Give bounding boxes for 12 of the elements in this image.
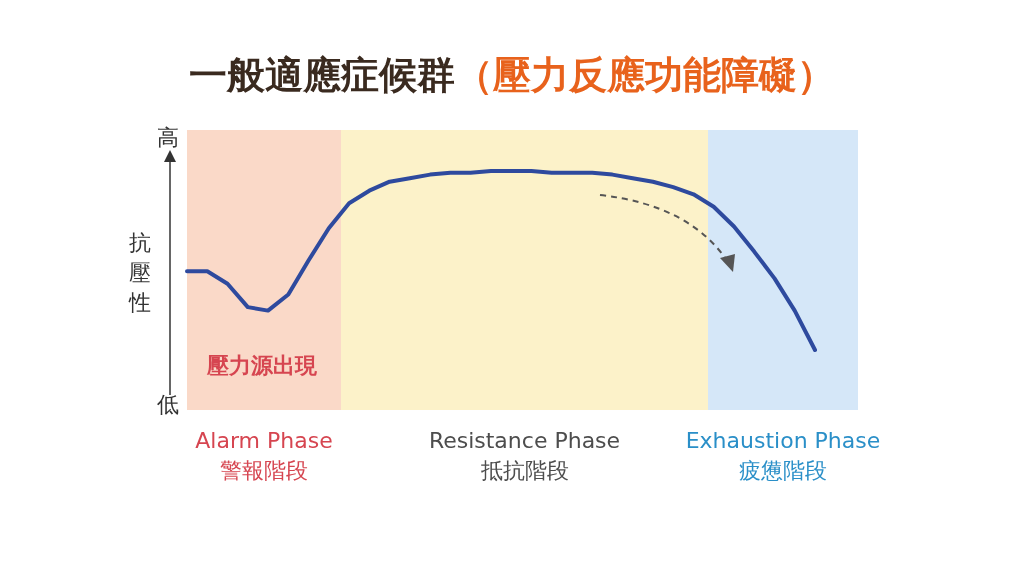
text: Resistance Phase <box>428 428 621 453</box>
text: 疲憊階段 <box>739 458 827 483</box>
text: 抵抗階段 <box>479 458 569 483</box>
chart-subtitle: （壓力反應功能障礙） <box>455 53 835 97</box>
y-axis-title: 抗壓性 <box>128 230 151 315</box>
text: 高 <box>157 125 179 150</box>
text: 低 <box>157 392 179 417</box>
text: Alarm Phase <box>195 428 333 453</box>
text: Exhaustion Phase <box>685 428 881 453</box>
text: 警報階段 <box>220 458 308 483</box>
text: 壓力源出現 <box>206 353 318 378</box>
chart-title: 一般適應症候群 <box>189 53 455 97</box>
